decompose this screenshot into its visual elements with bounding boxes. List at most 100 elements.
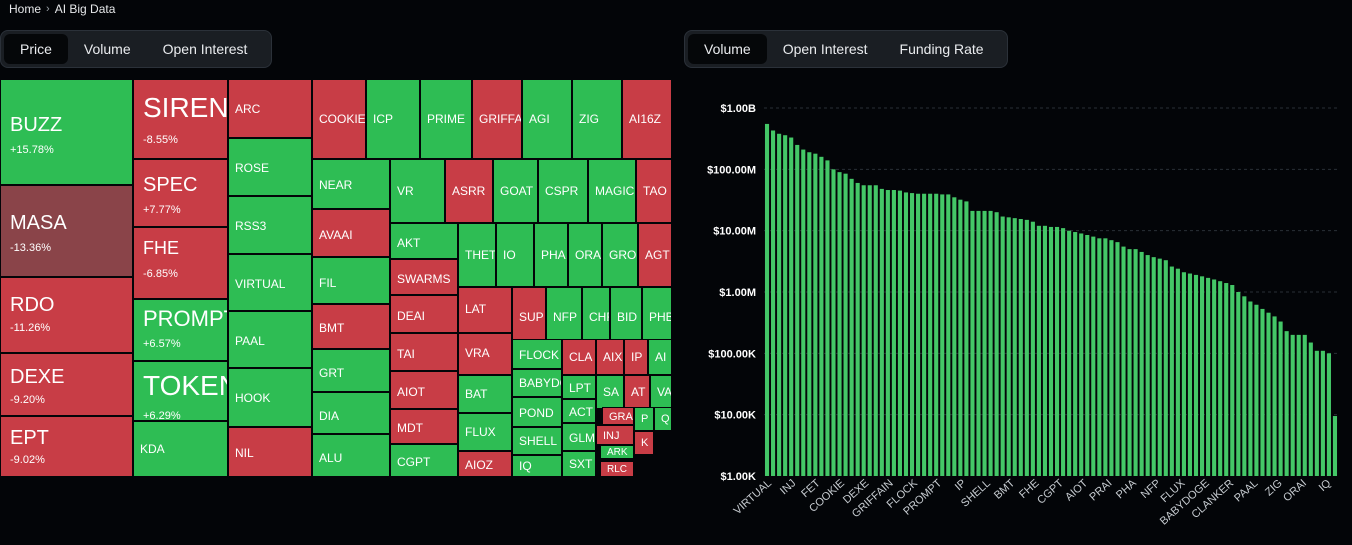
volume-bar[interactable] [1296,334,1301,476]
heatmap-tile-kda[interactable]: KDA [133,421,228,477]
volume-bar[interactable] [1024,219,1029,477]
volume-bar[interactable] [837,172,842,476]
volume-bar[interactable] [1139,251,1144,476]
volume-bar[interactable] [1230,285,1235,476]
heatmap-tile-ai16z[interactable]: AI16Z [622,79,672,159]
volume-bar[interactable] [885,190,890,476]
volume-bar[interactable] [1278,321,1283,476]
heatmap-tile-fil[interactable]: FIL [312,257,390,304]
heatmap-tile-alu[interactable]: ALU [312,434,390,477]
volume-bar[interactable] [1248,301,1253,476]
volume-bar[interactable] [1224,283,1229,476]
volume-bar[interactable] [952,197,957,476]
volume-bar[interactable] [873,185,878,476]
heatmap-tile-ept[interactable]: EPT -9.02% [0,416,133,477]
volume-bar[interactable] [1151,257,1156,476]
volume-bar[interactable] [843,173,848,477]
heatmap-tile-zig[interactable]: ZIG [572,79,622,159]
heatmap-tile-mdt[interactable]: MDT [390,409,458,444]
heatmap-tile-token[interactable]: TOKEN +6.29% [133,361,228,421]
volume-bar[interactable] [964,201,969,476]
heatmap-tile-gra[interactable]: GRA [602,407,634,425]
volume-bar[interactable] [897,190,903,476]
heatmap-tile-rdo[interactable]: RDO -11.26% [0,277,133,353]
volume-bar[interactable] [1272,316,1277,476]
heatmap-tile-babydoge[interactable]: BABYDOGE [512,369,562,397]
volume-bar[interactable] [1284,331,1289,476]
heatmap-tile-nil[interactable]: NIL [228,427,312,477]
chart-tab-funding-rate[interactable]: Funding Rate [899,41,984,57]
heatmap-tile-theta[interactable]: THETA [458,223,496,287]
heatmap-tile-hook[interactable]: HOOK [228,368,312,427]
heatmap-tile-arc[interactable]: ARC [228,79,312,138]
heatmap-tile-cookie[interactable]: COOKIE [312,79,366,159]
heatmap-tile-deai[interactable]: DEAI [390,295,458,333]
volume-bar[interactable] [819,156,824,476]
volume-bar[interactable] [1212,279,1217,476]
heatmap-tile-vra[interactable]: VRA [458,333,512,375]
heatmap-tile-io[interactable]: IO [496,223,534,287]
heatmap-tile-agt[interactable]: AGT [638,223,672,287]
heatmap-tile-at[interactable]: AT [624,375,650,409]
volume-bar[interactable] [1012,218,1017,476]
heatmap-tile-k[interactable]: K [634,431,654,455]
heatmap-tile-inj[interactable]: INJ [596,425,634,445]
heatmap-tile-dia[interactable]: DIA [312,392,390,434]
volume-bar[interactable] [916,193,921,476]
heatmap-tile-aioz[interactable]: AIOZ [458,451,512,477]
volume-bar[interactable] [1115,242,1120,476]
volume-bar[interactable] [1042,225,1048,476]
volume-bar[interactable] [1109,240,1114,476]
heatmap-tile-bid[interactable]: BID [610,287,642,347]
volume-bar[interactable] [764,123,770,476]
heatmap-tile-va[interactable]: VA [650,375,672,409]
volume-bar[interactable] [813,153,818,476]
heatmap-tile-cla[interactable]: CLA [562,339,596,375]
heatmap-tile-aix[interactable]: AIX [596,339,624,375]
heatmap-tile-rose[interactable]: ROSE [228,138,312,196]
heatmap-tile-flux[interactable]: FLUX [458,413,512,451]
heatmap-tile-lat[interactable]: LAT [458,287,512,333]
heatmap-tile-spec[interactable]: SPEC +7.77% [133,159,228,227]
volume-bar[interactable] [1260,308,1265,476]
volume-bar[interactable] [1103,238,1108,476]
volume-bar[interactable] [831,169,836,476]
heatmap-tile-lpt[interactable]: LPT [562,375,596,399]
volume-bar[interactable] [903,192,909,476]
heatmap-tile-ark[interactable]: ARK [600,445,634,459]
volume-bar[interactable] [1326,353,1331,476]
volume-bar[interactable] [1061,228,1066,476]
volume-bar[interactable] [1181,272,1186,476]
heatmap-tile-avaai[interactable]: AVAAI [312,209,390,257]
volume-bar[interactable] [1254,304,1259,476]
volume-bar[interactable] [1133,249,1138,476]
volume-bar[interactable] [946,194,951,476]
heatmap-tile-sup[interactable]: SUP [512,287,546,347]
volume-bar[interactable] [958,199,963,476]
heatmap-tile-chr[interactable]: CHR [582,287,610,347]
heatmap-tile-act[interactable]: ACT [562,399,596,423]
volume-bar[interactable] [1000,216,1005,476]
volume-bar[interactable] [1332,416,1338,476]
heatmap-tile-q[interactable]: Q [654,407,672,431]
volume-bar[interactable] [1308,342,1313,476]
heatmap-tile-rlc[interactable]: RLC [600,461,634,477]
volume-bar[interactable] [825,160,830,476]
heatmap-tile-prime[interactable]: PRIME [420,79,472,159]
volume-bar[interactable] [940,194,945,476]
volume-bar[interactable] [861,185,866,476]
volume-bar[interactable] [1079,233,1084,476]
volume-bar[interactable] [982,210,987,477]
volume-bar[interactable] [1048,226,1054,476]
heatmap-tile-swarms[interactable]: SWARMS [390,259,458,295]
volume-bar[interactable] [1157,258,1162,476]
volume-bar[interactable] [1127,249,1132,476]
chart-tab-open-interest[interactable]: Open Interest [782,41,868,57]
heatmap-tile-vr[interactable]: VR [390,159,445,223]
volume-bar[interactable] [1036,225,1041,476]
volume-bar[interactable] [795,144,800,477]
chart-tab-volume[interactable]: Volume [688,34,767,64]
volume-bar[interactable] [1302,334,1307,476]
volume-bar[interactable] [849,178,854,476]
volume-bar[interactable] [855,182,860,476]
